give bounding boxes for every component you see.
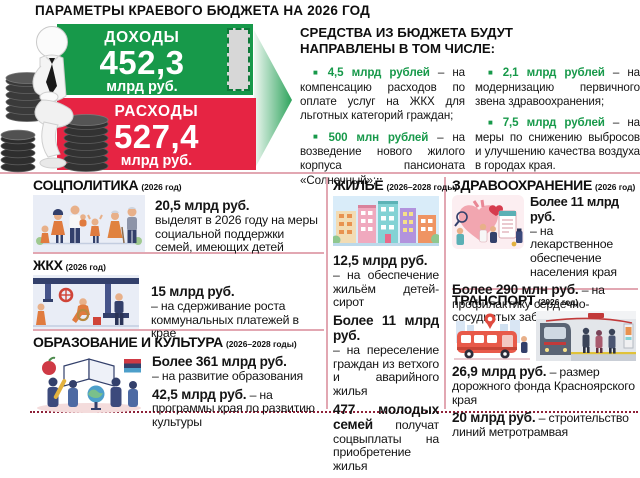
bus-icon: [454, 313, 530, 360]
description: – на лекарственное обеспечение населения…: [530, 223, 617, 279]
divider-vertical: [444, 177, 446, 409]
man-on-coins-icon: [0, 26, 109, 173]
income-label: ДОХОДЫ: [104, 29, 180, 46]
section-education-culture: ОБРАЗОВАНИЕ И КУЛЬТУРА (2026–2028 годы) Б…: [33, 334, 324, 434]
allocations-heading: СРЕДСТВА ИЗ БЮДЖЕТА БУДУТ НАПРАВЛЕНЫ В Т…: [300, 25, 513, 56]
bullet-square-icon: ■: [313, 132, 324, 142]
divider-horizontal: [452, 288, 638, 290]
health-item-1: Более 11 млрд руб. – на лекарственное об…: [530, 195, 639, 280]
infographic-canvas: ПАРАМЕТРЫ КРАЕВОГО БЮДЖЕТА НА 2026 ГОД: [0, 3, 640, 473]
amount: Более 290 млн руб.: [452, 281, 579, 297]
allocations-column-2: ■ 2,1 млрд рублей – на модернизацию перви…: [475, 66, 640, 195]
description: – размер дорожного фонда Красноярского к…: [452, 365, 635, 407]
section-title: ЗДРАВООХРАНЕНИЕ (2026 год): [452, 177, 636, 193]
education-item-2: 42,5 млрд руб. – на программы края по ра…: [152, 386, 324, 430]
divider-horizontal: [33, 252, 324, 254]
amount: 15 млрд руб.: [151, 284, 235, 299]
housing-item-2: Более 11 млрд руб. – на переселение граж…: [333, 314, 439, 399]
buildings-icon: [331, 196, 441, 246]
section-period: (2026–2028 годы): [225, 339, 297, 349]
transport-item-2: 20 млрд руб. – строительство линий метро…: [452, 411, 639, 440]
divider-horizontal: [33, 329, 324, 331]
income-unit: млрд руб.: [106, 79, 178, 95]
income-box: ДОХОДЫ 452,3 млрд руб.: [57, 24, 253, 95]
deficit-dashed-box: [227, 28, 250, 91]
expense-value: 527,4: [113, 118, 200, 155]
transport-item-1: 26,9 млрд руб. – размер дорожного фонда …: [452, 365, 639, 407]
section-text: Более 361 млрд руб. – на развитие образо…: [152, 355, 324, 434]
amount: Более 11 млрд руб.: [530, 194, 619, 224]
description: выделят в 2026 году на меры социальной п…: [155, 212, 318, 255]
description: – на обеспечение жильём детей-сирот: [333, 267, 439, 310]
housing-item-3: 477 молодых семей получат соцвыплаты на …: [333, 403, 439, 474]
section-health: ЗДРАВООХРАНЕНИЕ (2026 год): [452, 177, 639, 325]
bullet-square-icon: ■: [488, 67, 498, 77]
section-period: (2026 год): [595, 182, 636, 192]
bullet-square-icon: ■: [488, 117, 498, 127]
section-text: 20,5 млрд руб. выделят в 2026 году на ме…: [155, 199, 323, 255]
amount: Более 361 млрд руб.: [152, 354, 287, 369]
education-item-1: Более 361 млрд руб. – на развитие образо…: [152, 355, 324, 384]
amount: 42,5 млрд руб.: [152, 386, 247, 402]
divider-horizontal: [0, 172, 640, 174]
expense-label: РАСХОДЫ: [114, 103, 199, 120]
bullet-square-icon: ■: [313, 67, 323, 77]
amount: Более 11 млрд руб.: [333, 313, 439, 343]
section-title: ЖИЛЬЁ (2026–2028 годы): [333, 177, 458, 193]
section-social-policy: СОЦПОЛИТИКА (2026 год): [33, 177, 324, 255]
description: – на сдерживание роста коммунальных плат…: [151, 298, 299, 341]
section-period: (2026 год): [537, 297, 579, 307]
section-period: (2026 год): [141, 182, 182, 192]
section-title: ОБРАЗОВАНИЕ И КУЛЬТУРА (2026–2028 годы): [33, 334, 297, 350]
section-period: (2026 год): [65, 262, 106, 272]
section-text: 15 млрд руб. – на сдерживание роста комм…: [151, 285, 317, 341]
allocation-item: ■ 500 млн рублей – на возведение нового ж…: [300, 130, 465, 187]
section-title: ТРАНСПОРТ (2026 год): [452, 292, 579, 308]
section-title: ЖКХ (2026 год): [33, 257, 106, 273]
heart-medical-icon: [452, 195, 524, 249]
arrow-right-icon: [254, 30, 292, 170]
dotted-line: [30, 411, 638, 415]
section-title: СОЦПОЛИТИКА (2026 год): [33, 177, 182, 193]
allocation-item: ■ 2,1 млрд рублей – на модернизацию перви…: [475, 66, 640, 108]
amount: 20,5 млрд руб.: [155, 198, 250, 213]
housing-item-1: 12,5 млрд руб. – на обеспечение жильём д…: [333, 254, 439, 310]
section-period: (2026–2028 годы): [386, 182, 458, 192]
page-title: ПАРАМЕТРЫ КРАЕВОГО БЮДЖЕТА НА 2026 ГОД: [35, 3, 370, 18]
allocation-item: ■ 4,5 млрд рублей – на компенсацию расход…: [300, 66, 465, 123]
divider-vertical: [326, 177, 328, 409]
income-value: 452,3: [99, 44, 185, 81]
description: – на переселение граждан из ветхого и ав…: [333, 342, 439, 399]
allocation-item: ■ 7,5 млрд рублей – на меры по снижению в…: [475, 116, 640, 173]
expense-unit: млрд руб.: [120, 153, 193, 169]
book-people-icon: [37, 356, 141, 413]
family-icon: [33, 195, 145, 252]
allocations-column-1: ■ 4,5 млрд рублей – на компенсацию расход…: [300, 66, 465, 195]
allocations-block: СРЕДСТВА ИЗ БЮДЖЕТА БУДУТ НАПРАВЛЕНЫ В Т…: [300, 25, 640, 195]
description: – на развитие образования: [152, 368, 303, 383]
amount: 26,9 млрд руб.: [452, 364, 547, 379]
amount: 12,5 млрд руб.: [333, 253, 428, 268]
pipes-workers-icon: [33, 275, 139, 329]
metro-icon: [536, 311, 636, 361]
section-utilities: ЖКХ (2026 год) 15 млрд: [33, 257, 324, 341]
section-housing: ЖИЛЬЁ (2026–2028 годы): [331, 177, 458, 478]
